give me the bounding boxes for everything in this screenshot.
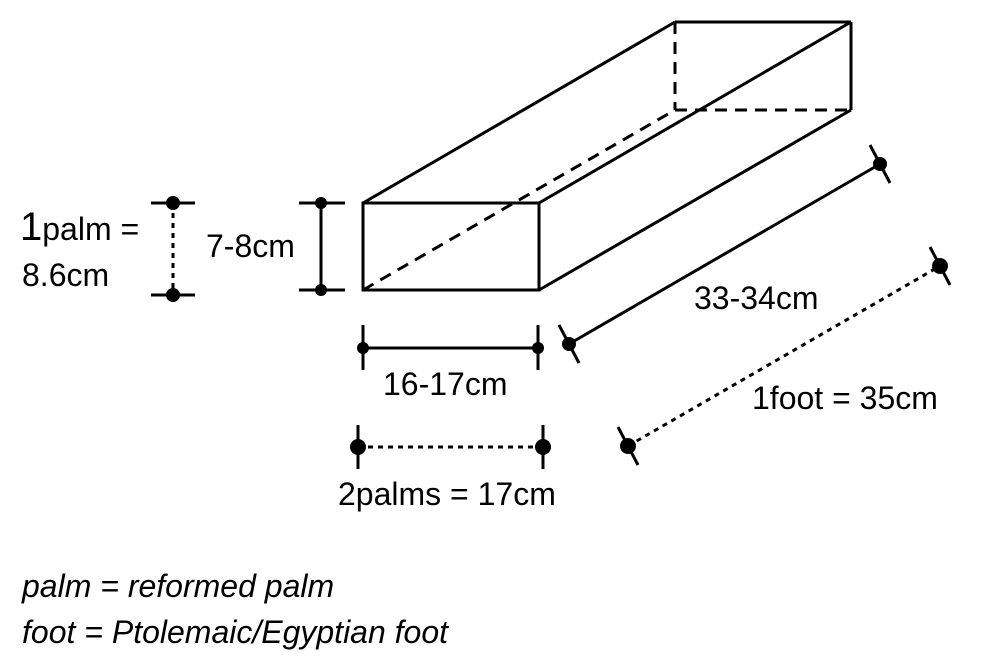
palm-measure	[151, 196, 195, 302]
length-measure	[557, 144, 892, 364]
length-label: 33-34cm	[694, 280, 819, 316]
two-palms-label: 2palms = 17cm	[338, 476, 556, 512]
box-top-left-edge	[362, 20, 676, 205]
width-measure	[357, 325, 544, 370]
palm-definition-note: palm = reformed palm	[22, 568, 335, 604]
foot-definition-note: foot = Ptolemaic/Egyptian foot	[22, 614, 449, 650]
box-top-right-edge	[538, 20, 852, 205]
palm-value-label: 8.6cm	[22, 257, 109, 293]
box-front-face	[361, 201, 541, 292]
width-label: 16-17cm	[383, 366, 508, 402]
two-palms-measure	[350, 425, 551, 469]
foot-measure	[616, 246, 952, 466]
palm-label: 1palm =	[20, 205, 139, 249]
height-label: 7-8cm	[206, 228, 295, 264]
height-measure	[299, 197, 345, 296]
box-hidden-edges	[362, 22, 851, 292]
box-hidden-bottom-left-edge	[362, 108, 676, 292]
box-bottom-right-edge	[538, 108, 852, 292]
foot-label: 1foot = 35cm	[752, 380, 938, 416]
box-solid-edges	[361, 20, 853, 292]
